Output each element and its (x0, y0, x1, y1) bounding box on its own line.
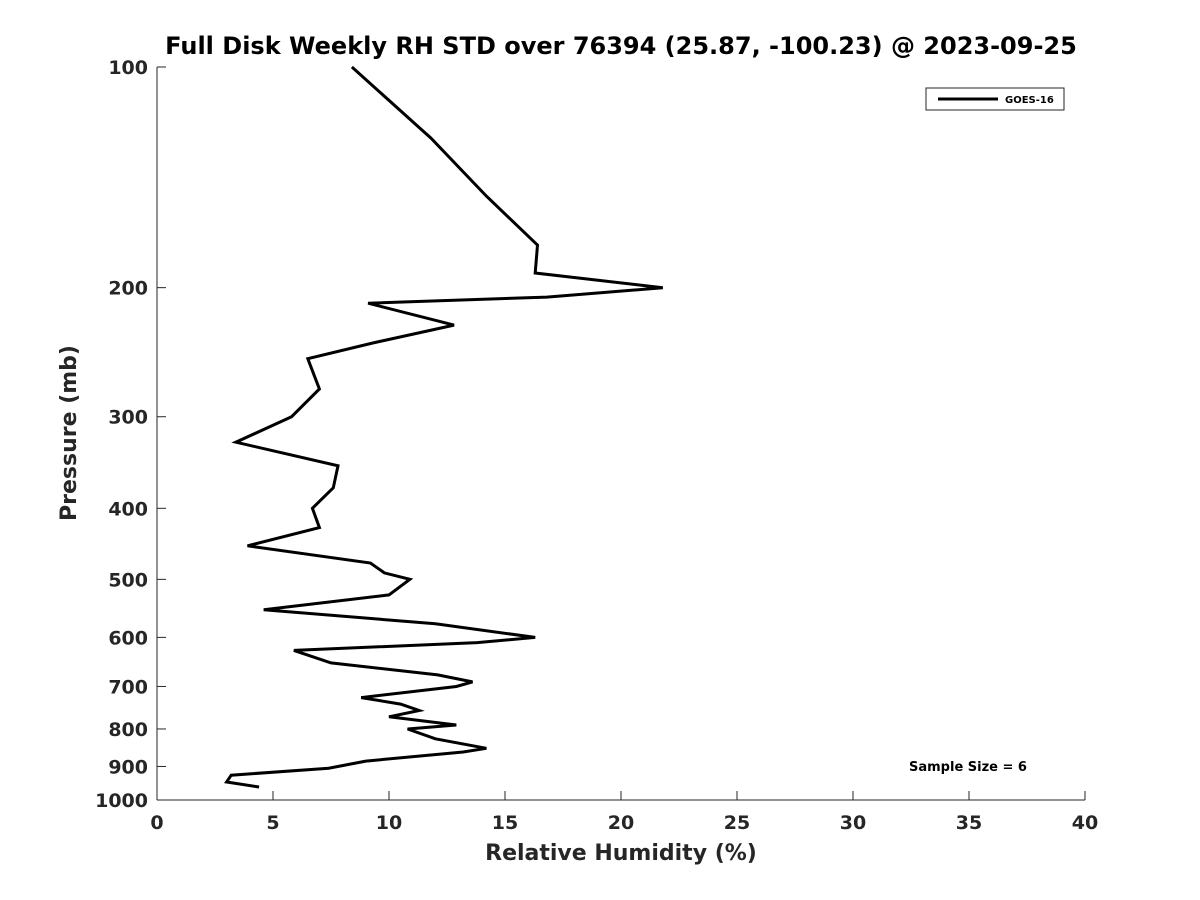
y-tick-label: 200 (108, 278, 148, 300)
plot-area (157, 67, 1085, 800)
x-tick-label: 0 (150, 812, 163, 834)
y-axis-label: Pressure (mb) (57, 345, 82, 521)
plot-axes (156, 67, 1085, 801)
series-line-goes-16 (224, 65, 663, 789)
y-axis-ticks: 100 200 300 400 500 600 700 800 900 1000 (95, 57, 166, 812)
x-tick-label: 40 (1072, 812, 1098, 834)
sample-size-annotation: Sample Size = 6 (909, 760, 1027, 775)
x-axis-ticks: 0 5 10 15 20 25 30 35 40 (150, 791, 1098, 834)
y-tick-label: 500 (108, 569, 148, 591)
y-tick-label: 600 (108, 627, 148, 649)
x-tick-label: 35 (956, 812, 982, 834)
x-tick-label: 10 (376, 812, 402, 834)
y-tick-label: 700 (108, 676, 148, 698)
x-tick-label: 20 (608, 812, 634, 834)
y-tick-label: 900 (108, 756, 148, 778)
x-tick-label: 15 (492, 812, 518, 834)
x-tick-label: 25 (724, 812, 750, 834)
y-tick-label: 100 (108, 57, 148, 79)
x-tick-label: 30 (840, 812, 866, 834)
y-tick-label: 300 (108, 407, 148, 429)
x-axis-label: Relative Humidity (%) (485, 841, 757, 866)
y-tick-label: 800 (108, 719, 148, 741)
y-tick-label: 1000 (95, 790, 148, 812)
x-tick-label: 5 (266, 812, 279, 834)
y-tick-label: 400 (108, 498, 148, 520)
chart-title: Full Disk Weekly RH STD over 76394 (25.8… (165, 32, 1077, 60)
series-lines (224, 65, 663, 789)
legend-label-goes-16: GOES-16 (1005, 95, 1054, 106)
legend: GOES-16 (925, 87, 1065, 111)
